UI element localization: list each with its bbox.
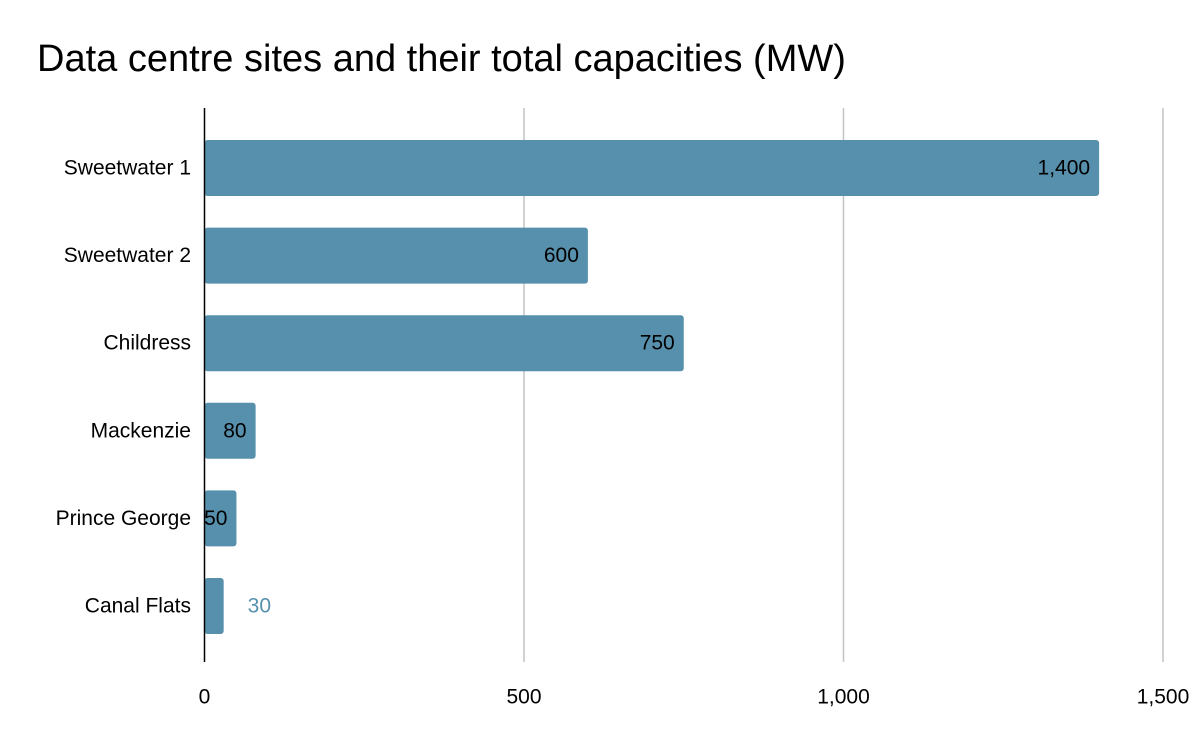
category-label: Sweetwater 1 — [64, 157, 191, 180]
x-axis-tick-labels: 0 500 1,000 1,500 — [199, 686, 1190, 709]
bar — [204, 227, 588, 284]
value-label: 600 — [544, 244, 579, 267]
bar — [204, 402, 256, 459]
x-tick-label: 500 — [506, 686, 541, 709]
value-label: 30 — [248, 595, 271, 618]
value-label: 750 — [640, 332, 675, 355]
chart-title: Data centre sites and their total capaci… — [37, 38, 846, 80]
value-label: 1,400 — [1038, 157, 1091, 180]
value-label: 80 — [223, 419, 246, 442]
x-tick-label: 1,500 — [1137, 686, 1190, 709]
value-label: 50 — [204, 507, 227, 530]
bar — [204, 315, 684, 372]
bar — [204, 140, 1100, 196]
bars — [204, 140, 1100, 634]
gridlines — [523, 108, 1164, 662]
x-tick-label: 1,000 — [817, 686, 870, 709]
category-label: Childress — [103, 332, 191, 355]
bar — [204, 490, 237, 547]
category-label: Prince George — [56, 507, 191, 530]
x-tick-label: 0 — [199, 686, 211, 709]
category-label: Sweetwater 2 — [64, 244, 191, 267]
data-labels: 1,400 600 750 80 50 30 — [204, 157, 1090, 618]
category-label: Canal Flats — [85, 595, 191, 618]
y-axis-category-labels: Sweetwater 1 Sweetwater 2 Childress Mackenz… — [56, 157, 191, 618]
bar — [204, 578, 224, 634]
category-label: Mackenzie — [91, 419, 191, 442]
